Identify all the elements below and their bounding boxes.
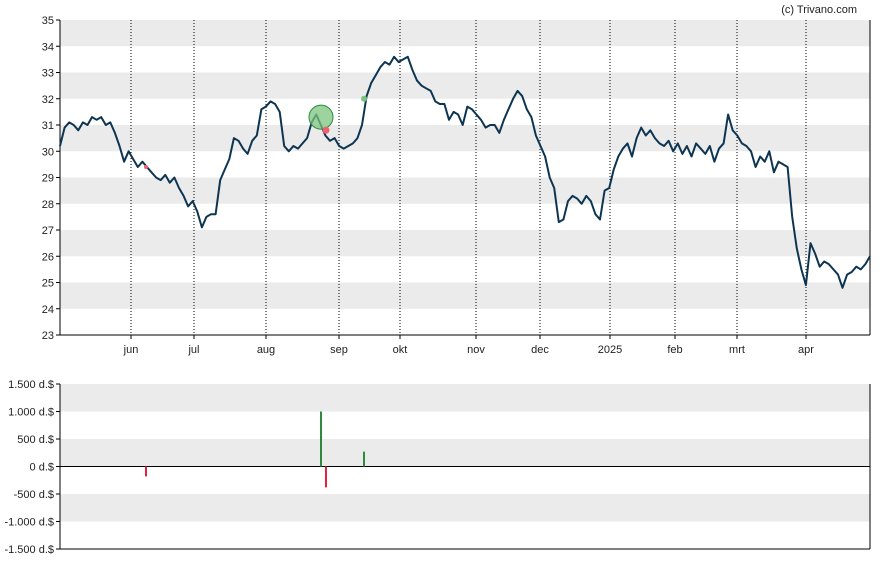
x-tick-label: aug bbox=[257, 344, 275, 356]
volume-y-tick-label: -1.000 d.$ bbox=[4, 517, 54, 529]
price-band bbox=[60, 20, 870, 47]
price-y-tick-label: 25 bbox=[42, 278, 54, 290]
volume-y-tick-label: -500 d.$ bbox=[14, 489, 54, 501]
x-tick-label: feb bbox=[667, 344, 682, 356]
price-y-tick-label: 23 bbox=[42, 330, 54, 342]
price-y-tick-label: 28 bbox=[42, 199, 54, 211]
price-series-line bbox=[59, 55, 871, 289]
price-y-tick-label: 33 bbox=[42, 68, 54, 80]
x-tick-label: dec bbox=[531, 344, 549, 356]
volume-y-tick-label: -1.500 d.$ bbox=[4, 544, 54, 556]
x-tick-label: nov bbox=[467, 344, 485, 356]
volume-band bbox=[60, 439, 870, 467]
volume-band bbox=[60, 494, 870, 522]
price-y-tick-label: 24 bbox=[42, 304, 54, 316]
sell-marker bbox=[322, 126, 330, 134]
volume-y-tick-label: 0 d.$ bbox=[30, 462, 54, 474]
price-y-tick-label: 34 bbox=[42, 41, 54, 53]
credit-label: (c) Trivano.com bbox=[781, 4, 857, 16]
volume-y-tick-label: 1.500 d.$ bbox=[8, 379, 54, 391]
price-band bbox=[60, 125, 870, 152]
buy-marker-large bbox=[308, 104, 334, 130]
price-y-tick-label: 30 bbox=[42, 146, 54, 158]
x-tick-label: jun bbox=[123, 344, 139, 356]
volume-band bbox=[60, 384, 870, 412]
x-tick-label: apr bbox=[798, 344, 814, 356]
buy-marker-small bbox=[361, 95, 367, 102]
x-tick-label: jul bbox=[187, 344, 199, 356]
price-y-tick-label: 31 bbox=[42, 120, 54, 132]
price-band bbox=[60, 72, 870, 99]
x-tick-label: okt bbox=[393, 344, 408, 356]
volume-y-tick-label: 500 d.$ bbox=[17, 434, 54, 446]
price-band bbox=[60, 177, 870, 204]
price-band bbox=[60, 282, 870, 309]
volume-y-tick-label: 1.000 d.$ bbox=[8, 407, 54, 419]
price-y-tick-label: 29 bbox=[42, 173, 54, 185]
price-y-tick-label: 27 bbox=[42, 225, 54, 237]
price-y-tick-label: 35 bbox=[42, 15, 54, 27]
x-tick-label: 2025 bbox=[598, 344, 622, 356]
x-tick-label: mrt bbox=[729, 344, 745, 356]
price-y-tick-label: 26 bbox=[42, 251, 54, 263]
price-y-tick-label: 32 bbox=[42, 94, 54, 106]
price-band bbox=[60, 230, 870, 257]
x-tick-label: sep bbox=[330, 344, 348, 356]
sell-marker-small bbox=[144, 165, 148, 169]
